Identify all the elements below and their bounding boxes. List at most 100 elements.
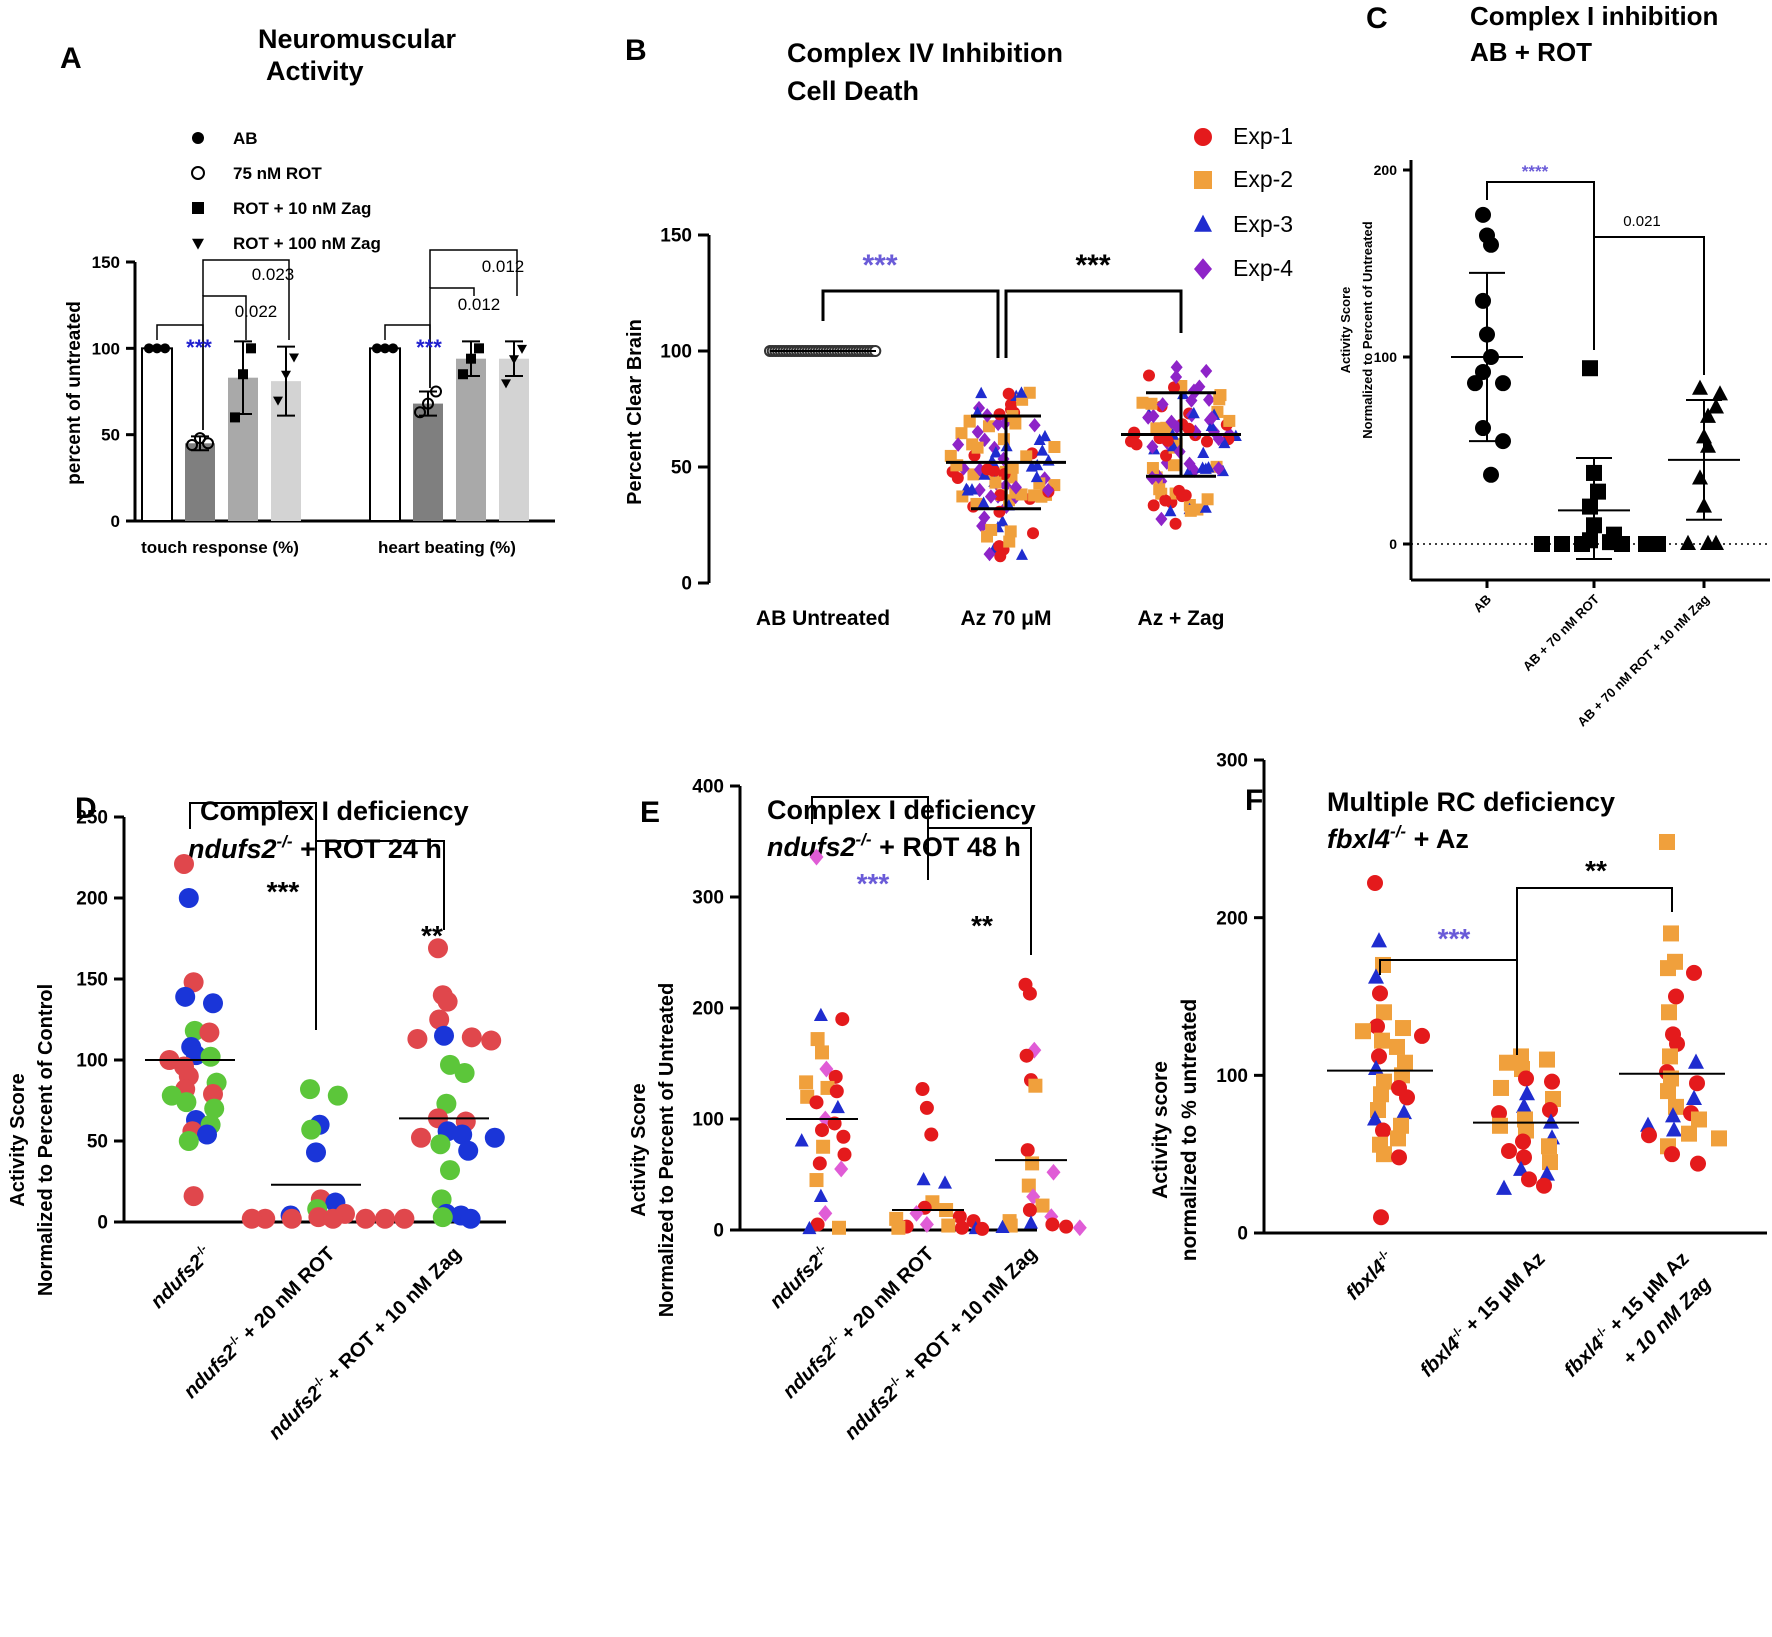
panel-c-point: [1590, 483, 1606, 500]
panel-e-point: [837, 1147, 852, 1162]
panel-b-point: [1028, 489, 1041, 502]
panel-b-point: [975, 386, 988, 399]
panel-e-point: [830, 1099, 845, 1114]
panel-f-point: [1668, 988, 1684, 1005]
panel-d-y-tick-label: 200: [76, 889, 108, 910]
panel-b-legend-marker: [1194, 128, 1212, 146]
panel-d-point: [176, 1092, 197, 1113]
panel-b-title-line2: Cell Death: [787, 76, 919, 106]
panel-d-point: [437, 991, 458, 1012]
panel-b-point: [1213, 393, 1226, 406]
panel-a-stats: *** 0.022 0.023 *** 0.012 0.012: [186, 257, 524, 360]
panel-b-bracket: [1004, 289, 1183, 358]
panel-a-point: [414, 406, 426, 419]
panel-f-point: [1375, 1122, 1391, 1139]
panel-e-point: [995, 1219, 1010, 1234]
panel-d-point: [323, 1208, 343, 1229]
panel-e-point: [975, 1221, 990, 1236]
panel-d-x-label: ndufs2-/- + ROT + 10 nM Zag: [263, 1242, 466, 1445]
panel-c-point: [1483, 236, 1499, 253]
panel-a-p-2: 0.023: [252, 265, 295, 284]
panel-e-y-tick-label: 200: [692, 999, 724, 1020]
panel-d-point: [281, 1208, 302, 1229]
panel-c-bracket: [1593, 182, 1705, 375]
panel-f-point: [1516, 1097, 1532, 1113]
panel-e-point: [1035, 1198, 1050, 1213]
panel-d-y-tick-label: 150: [76, 970, 108, 991]
panel-b-point: [1128, 426, 1141, 439]
panel-d-point: [241, 1208, 262, 1229]
panel-b-point: [1003, 535, 1016, 548]
panel-b-legend-label: Exp-2: [1233, 166, 1293, 192]
panel-f-point: [1372, 985, 1388, 1002]
panel-d-x-label-part: ndufs2: [264, 1382, 326, 1444]
panel-e-point: [1072, 1219, 1087, 1237]
panel-b-point: [976, 518, 989, 534]
panel-d-point: [204, 1098, 225, 1119]
panel-b-legend: Exp-1 Exp-2 Exp-3 Exp-4: [1194, 123, 1293, 281]
panel-e-y-tick-label: 300: [692, 888, 724, 909]
panel-f-x-label: fbxl4-/- + 15 μM Az: [1415, 1247, 1550, 1382]
panel-b-point: [1201, 493, 1214, 506]
panel-f-point: [1660, 960, 1676, 977]
panel-a-point: [501, 379, 511, 389]
panel-f-point: [1493, 1079, 1509, 1096]
panel-a-point: [202, 437, 214, 450]
panel-c: C Complex I inhibition AB + ROT Activity…: [1338, 1, 1770, 729]
panel-c-p-1: 0.021: [1623, 213, 1661, 230]
panel-b-point: [1164, 504, 1177, 517]
panel-e-point: [835, 1012, 850, 1027]
panel-e-star-1: ***: [857, 868, 890, 899]
panel-f-point: [1395, 1020, 1411, 1037]
panel-f-point: [1376, 1146, 1392, 1163]
panel-c-point: [1475, 206, 1491, 223]
panel-c-point: [1475, 292, 1491, 309]
panel-f-point: [1496, 1179, 1512, 1195]
panel-f-star-1: ***: [1438, 923, 1471, 954]
panel-b-point: [989, 476, 1002, 489]
panel-e-point: [919, 1100, 934, 1115]
panel-b-y-tick-label: 0: [681, 574, 692, 595]
panel-b-point: [1030, 470, 1043, 483]
panel-e-point: [1022, 986, 1037, 1001]
panel-d-point: [183, 972, 204, 993]
panel-b-point: [1205, 410, 1218, 426]
panel-e-x-label-part: ndufs2: [779, 1341, 841, 1403]
panel-b-point: [985, 523, 998, 536]
panel-b-point: [1042, 454, 1055, 466]
panel-f-point: [1518, 1070, 1534, 1087]
panel-d-x-label-part: + ROT + 10 nM Zag: [319, 1243, 466, 1390]
panel-b-point: [1167, 459, 1180, 472]
panel-b-point: [994, 550, 1007, 563]
panel-b-point: [1156, 397, 1169, 412]
panel-f-point: [1660, 1083, 1676, 1100]
panel-a-point: [186, 439, 198, 452]
panel-d-point: [199, 1022, 220, 1043]
panel-e-x-label-part: ndufs2: [840, 1382, 902, 1444]
panel-e-point: [955, 1220, 969, 1235]
panel-f-ylabel-line2: normalized to % untreated: [1178, 999, 1201, 1262]
panel-e-point: [828, 1069, 843, 1084]
panel-a-point: [517, 344, 527, 354]
panel-b-point: [1002, 387, 1015, 400]
panel-b-point: [1155, 511, 1168, 527]
panel-f-point: [1544, 1073, 1560, 1090]
panel-e-x-label-part: ndufs2: [766, 1251, 828, 1313]
panel-a-point: [466, 353, 476, 364]
panel-d-point: [454, 1062, 475, 1083]
panel-c-title-line1: Complex I inhibition: [1470, 1, 1718, 31]
panel-d-title-gene: ndufs2: [188, 834, 277, 864]
panel-e-ylabel-line2: Normalized to Percent of Untreated: [656, 983, 678, 1318]
panel-b-point: [984, 489, 997, 504]
panel-f-point: [1711, 1130, 1727, 1147]
panel-b-point: [992, 416, 1005, 432]
panel-c-point: [1692, 469, 1708, 485]
panel-a-point: [458, 369, 468, 380]
panel-b-point: [971, 424, 984, 440]
panel-a-bar: [413, 403, 443, 521]
panel-e-title-sup: -/-: [856, 830, 872, 849]
panel-b-point: [983, 546, 996, 562]
panel-d-point: [452, 1124, 473, 1145]
